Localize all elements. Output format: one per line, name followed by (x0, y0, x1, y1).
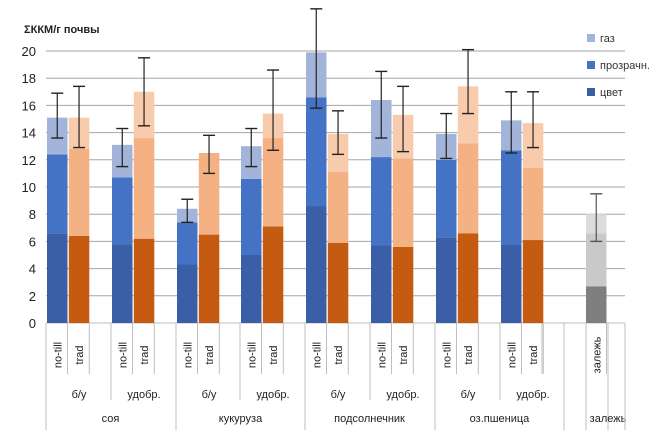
bars (47, 52, 607, 323)
y-tick-label: 20 (22, 44, 36, 59)
bar-segment-color (262, 226, 284, 323)
bar-segment-transparent (457, 143, 479, 234)
x-subgroup-label: б/у (72, 389, 87, 401)
x-subgroup-label: удобр. (386, 389, 419, 401)
x-label-fallow: залежь (591, 336, 603, 373)
x-label-no-till: no-till (246, 342, 258, 368)
y-axis-ticks: 0 2 4 6 8 10 12 14 16 18 20 (22, 44, 36, 331)
bar-segment-color (241, 255, 262, 323)
legend-swatch-transparent (587, 61, 595, 69)
bar-segment-color (327, 242, 349, 323)
y-axis-label: ΣККМ/г почвы (24, 24, 100, 36)
bar-segment-transparent (112, 177, 133, 245)
x-subgroup-label: удобр. (516, 389, 549, 401)
bar-segment-color (522, 240, 544, 323)
legend-label-transparent: прозрачн. (600, 60, 650, 72)
x-label-trad: trad (74, 346, 86, 365)
x-group-label: соя (102, 413, 120, 425)
x-label-no-till: no-till (52, 342, 64, 368)
y-tick-label: 6 (29, 234, 36, 249)
x-label-trad: trad (398, 346, 410, 365)
bar-segment-transparent (306, 97, 327, 207)
bar-segment-transparent (177, 222, 198, 265)
bar-segment-color (436, 237, 457, 323)
bar-segment-transparent (501, 150, 522, 245)
bar-segment-color (133, 238, 155, 323)
x-group-label: кукуруза (219, 413, 263, 425)
x-label-no-till: no-till (441, 342, 453, 368)
bar-segment-color (68, 235, 90, 323)
bar-segment-transparent (436, 159, 457, 238)
bar-segment-transparent (68, 148, 90, 236)
error-bars (51, 8, 603, 243)
y-tick-label: 14 (22, 126, 36, 141)
x-group-label: подсолнечник (334, 413, 405, 425)
bar-segment-transparent (392, 158, 414, 247)
x-subgroup-label: б/у (331, 389, 346, 401)
bar-segment-color (501, 244, 522, 323)
x-axis-categories: no-till trad б/у no-till trad удобр. соя no-til… (45, 323, 627, 430)
legend-swatch-gas (587, 34, 595, 42)
x-subgroup-label: удобр. (256, 389, 289, 401)
legend-label-gas: газ (600, 33, 615, 45)
bar-segment-color (457, 233, 479, 323)
bar-segment-color (392, 246, 414, 323)
y-tick-label: 4 (29, 262, 36, 277)
x-group-label: залежь (590, 413, 627, 425)
x-label-no-till: no-till (376, 342, 388, 368)
bar-segment-color (371, 245, 392, 323)
x-label-trad: trad (333, 346, 345, 365)
x-subgroup-label: б/у (461, 389, 476, 401)
bar-segment-transparent (133, 138, 155, 239)
y-tick-label: 16 (22, 98, 36, 113)
x-label-no-till: no-till (117, 342, 129, 368)
x-subgroup-label: удобр. (127, 389, 160, 401)
y-tick-label: 12 (22, 153, 36, 168)
bar-segment-color (177, 264, 198, 323)
y-tick-label: 8 (29, 207, 36, 222)
y-tick-label: 2 (29, 289, 36, 304)
bar-segment-color (198, 234, 220, 323)
y-tick-label: 10 (22, 180, 36, 195)
bar-segment-color (586, 286, 607, 323)
x-label-no-till: no-till (182, 342, 194, 368)
y-tick-label: 0 (29, 316, 36, 331)
legend-label-color: цвет (600, 87, 623, 99)
bar-segment-transparent (47, 154, 68, 234)
bar-segment-color (47, 233, 68, 323)
bar-segment-transparent (262, 138, 284, 227)
x-label-trad: trad (204, 346, 216, 365)
x-label-trad: trad (268, 346, 280, 365)
bar-segment-transparent (586, 233, 607, 287)
y-tick-label: 18 (22, 71, 36, 86)
x-label-trad: trad (139, 346, 151, 365)
x-group-label: оз.пшеница (470, 413, 531, 425)
legend: газ прозрачн. цвет (587, 33, 650, 99)
x-subgroup-label: б/у (202, 389, 217, 401)
bar-segment-transparent (241, 178, 262, 255)
bar-segment-color (306, 206, 327, 323)
x-label-no-till: no-till (311, 342, 323, 368)
bar-segment-color (112, 244, 133, 323)
bar-segment-transparent (371, 157, 392, 246)
bar-segment-transparent (522, 167, 544, 241)
x-label-trad: trad (528, 346, 540, 365)
legend-swatch-color (587, 88, 595, 96)
bar-segment-gas (457, 86, 479, 144)
bar-segment-transparent (327, 172, 349, 243)
x-label-trad: trad (463, 346, 475, 365)
x-label-no-till: no-till (506, 342, 518, 368)
